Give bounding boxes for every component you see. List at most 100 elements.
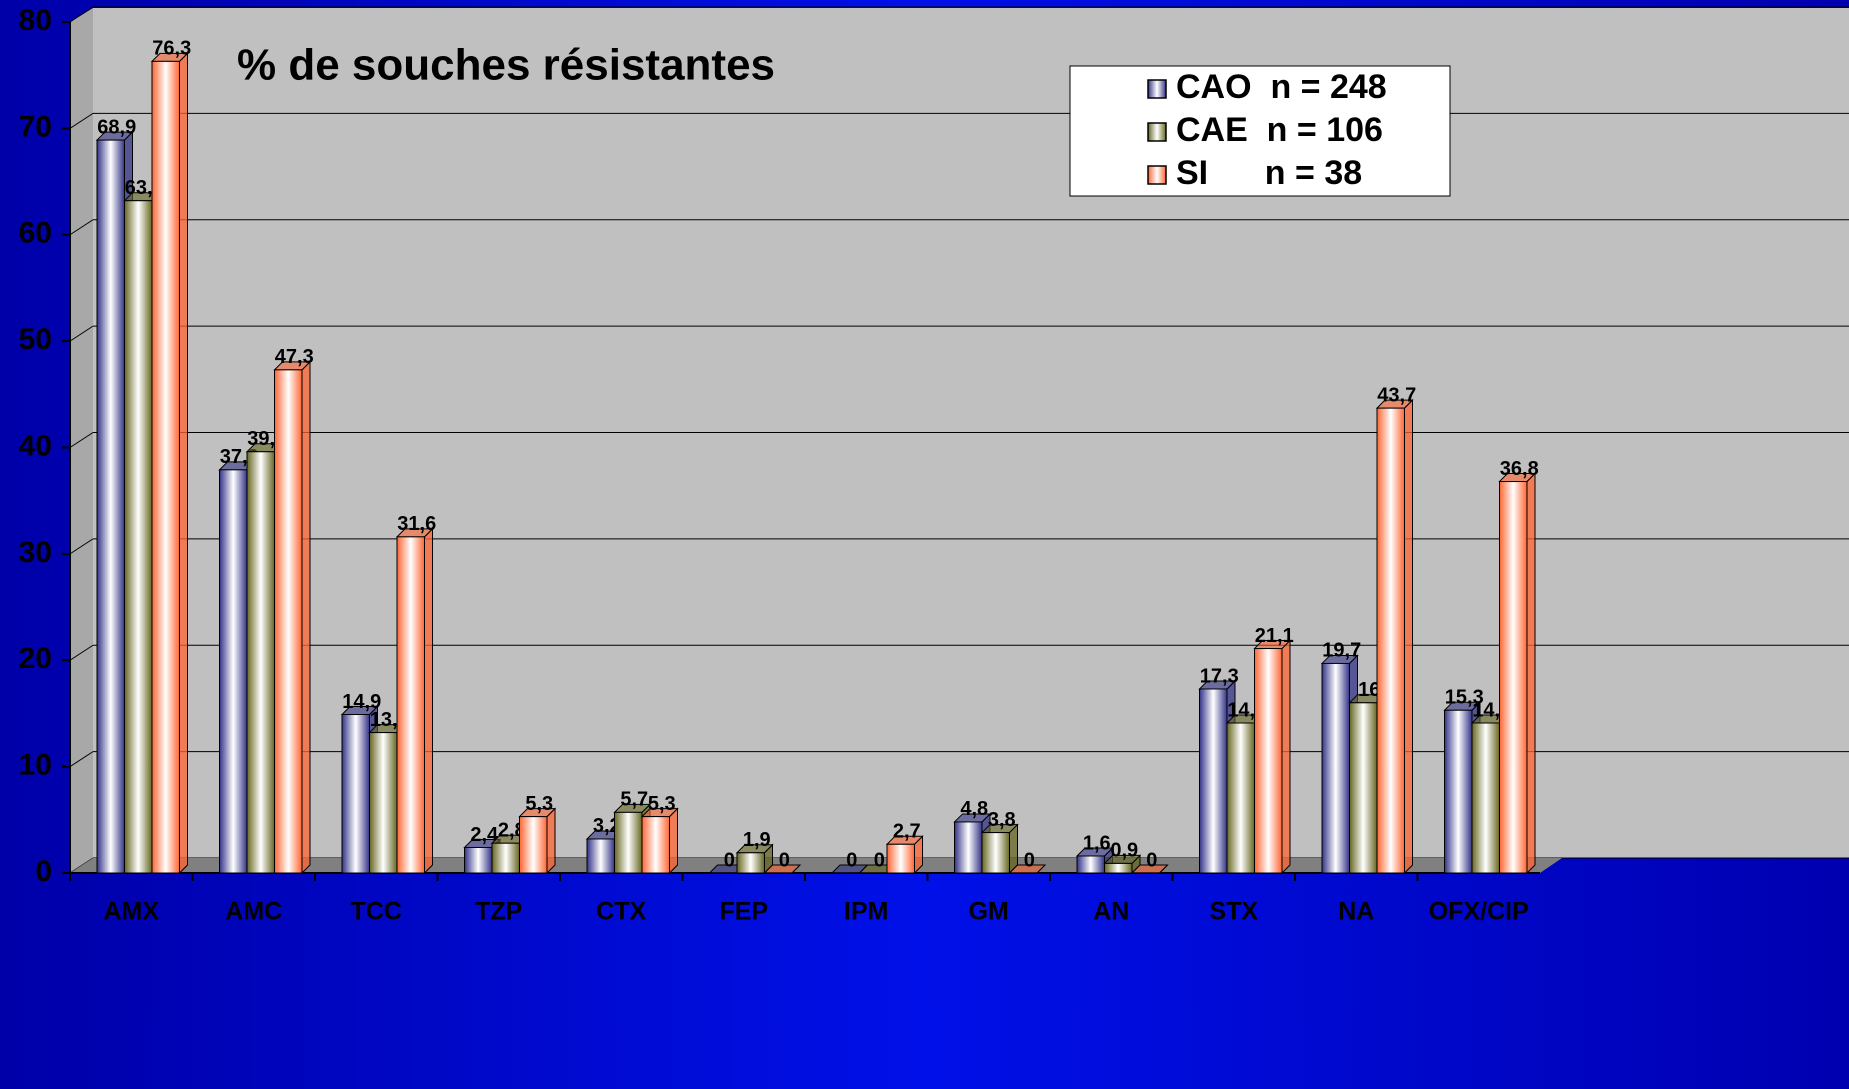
value-label: 5,3 [525, 793, 553, 815]
x-tick-label: AMC [225, 898, 282, 926]
bar [736, 852, 765, 874]
bar [124, 200, 153, 874]
value-label: 0 [1024, 849, 1035, 871]
x-tick-label: OFX/CIP [1429, 898, 1529, 926]
bar-side [546, 807, 556, 875]
bar-side [301, 360, 311, 875]
grid-line-side [69, 432, 94, 448]
bar-side [1404, 398, 1413, 875]
bar [369, 732, 398, 874]
value-label: 0 [874, 849, 885, 871]
y-tick-label: 0 [35, 855, 52, 888]
bar [1321, 662, 1350, 874]
value-label: 47,3 [275, 346, 314, 368]
legend-label: SI n = 38 [1176, 154, 1362, 192]
y-tick-label: 30 [19, 536, 52, 569]
value-label: 14,9 [342, 691, 381, 713]
grid-line-side [69, 644, 94, 661]
x-tick-label: TZP [475, 898, 522, 926]
x-tick-label: GM [969, 898, 1009, 926]
y-tick-label: 20 [19, 642, 52, 675]
grid-line-side [69, 6, 94, 23]
value-label: 3,2 [593, 815, 621, 837]
bar [151, 60, 180, 874]
bar [1349, 702, 1378, 874]
bar [1444, 709, 1473, 874]
value-label: 19,7 [1322, 640, 1361, 662]
bar [641, 816, 670, 874]
value-label: 0 [779, 849, 790, 871]
grid-line-side [69, 112, 94, 129]
value-label: 21,1 [1255, 625, 1294, 647]
chart-title: % de souches résistantes [237, 41, 775, 90]
value-label: 68,9 [97, 116, 136, 138]
value-label: 15,3 [1445, 687, 1484, 709]
legend-marker [1147, 165, 1167, 185]
bar-side [424, 527, 433, 875]
value-label: 2,7 [893, 821, 921, 843]
bar [1104, 862, 1133, 874]
y-tick-label: 50 [19, 323, 52, 356]
value-label: 5,7 [620, 789, 648, 811]
bar [1471, 722, 1500, 874]
value-label: 0 [724, 849, 735, 871]
value-label: 31,6 [397, 513, 436, 535]
y-tick-label: 40 [19, 429, 52, 462]
legend-box [1069, 65, 1451, 197]
x-tick-label: IPM [844, 898, 888, 926]
value-label: 2,8 [498, 819, 526, 841]
bar [586, 838, 615, 874]
value-label: 76,3 [152, 38, 191, 60]
bar-top [1130, 864, 1169, 874]
bar-side [1526, 472, 1536, 875]
bar [219, 469, 248, 874]
bar [464, 846, 493, 874]
value-label: 1,6 [1083, 832, 1111, 854]
value-label: 0 [846, 849, 857, 871]
value-label: 3,8 [988, 809, 1016, 831]
x-tick-label: FEP [719, 898, 768, 926]
grid-line-side [69, 325, 94, 342]
x-tick-label: STX [1209, 898, 1258, 926]
bar [954, 821, 983, 874]
legend-marker [1147, 79, 1167, 99]
legend-label: CAO n = 248 [1176, 68, 1387, 106]
bar-top [763, 864, 802, 874]
y-tick-label: 80 [19, 4, 52, 37]
bar [886, 843, 915, 874]
grid-line-side [69, 751, 94, 768]
y-tick-label: 60 [19, 217, 52, 250]
bar [1199, 688, 1228, 874]
bar-side [669, 807, 678, 875]
bar [491, 842, 520, 874]
bar-side [1281, 639, 1291, 875]
bar [96, 139, 125, 874]
bar [614, 811, 643, 874]
bar-side [179, 52, 188, 875]
value-label: 17,3 [1200, 665, 1239, 687]
grid-line-side [69, 538, 94, 555]
legend-marker [1147, 122, 1167, 142]
bar [1376, 407, 1405, 874]
x-tick-label: AMX [103, 898, 159, 926]
bar [981, 832, 1010, 874]
value-label: 5,3 [648, 793, 676, 815]
bar [274, 369, 303, 874]
grid-line-side [69, 219, 94, 236]
value-label: 4,8 [960, 798, 988, 820]
value-label: 2,4 [470, 824, 499, 846]
floor [70, 858, 1562, 873]
y-tick-label: 10 [19, 749, 52, 782]
bar [519, 816, 548, 874]
value-label: 0,9 [1110, 840, 1138, 862]
value-label: 0 [1146, 849, 1157, 871]
x-tick-label: TCC [351, 898, 402, 926]
bar [1499, 481, 1528, 874]
x-tick-label: CTX [596, 898, 646, 926]
y-tick-label: 70 [19, 110, 52, 143]
x-tick-label: NA [1338, 898, 1374, 926]
bar [1226, 722, 1255, 874]
bar [341, 714, 370, 874]
value-label: 36,8 [1500, 458, 1539, 480]
